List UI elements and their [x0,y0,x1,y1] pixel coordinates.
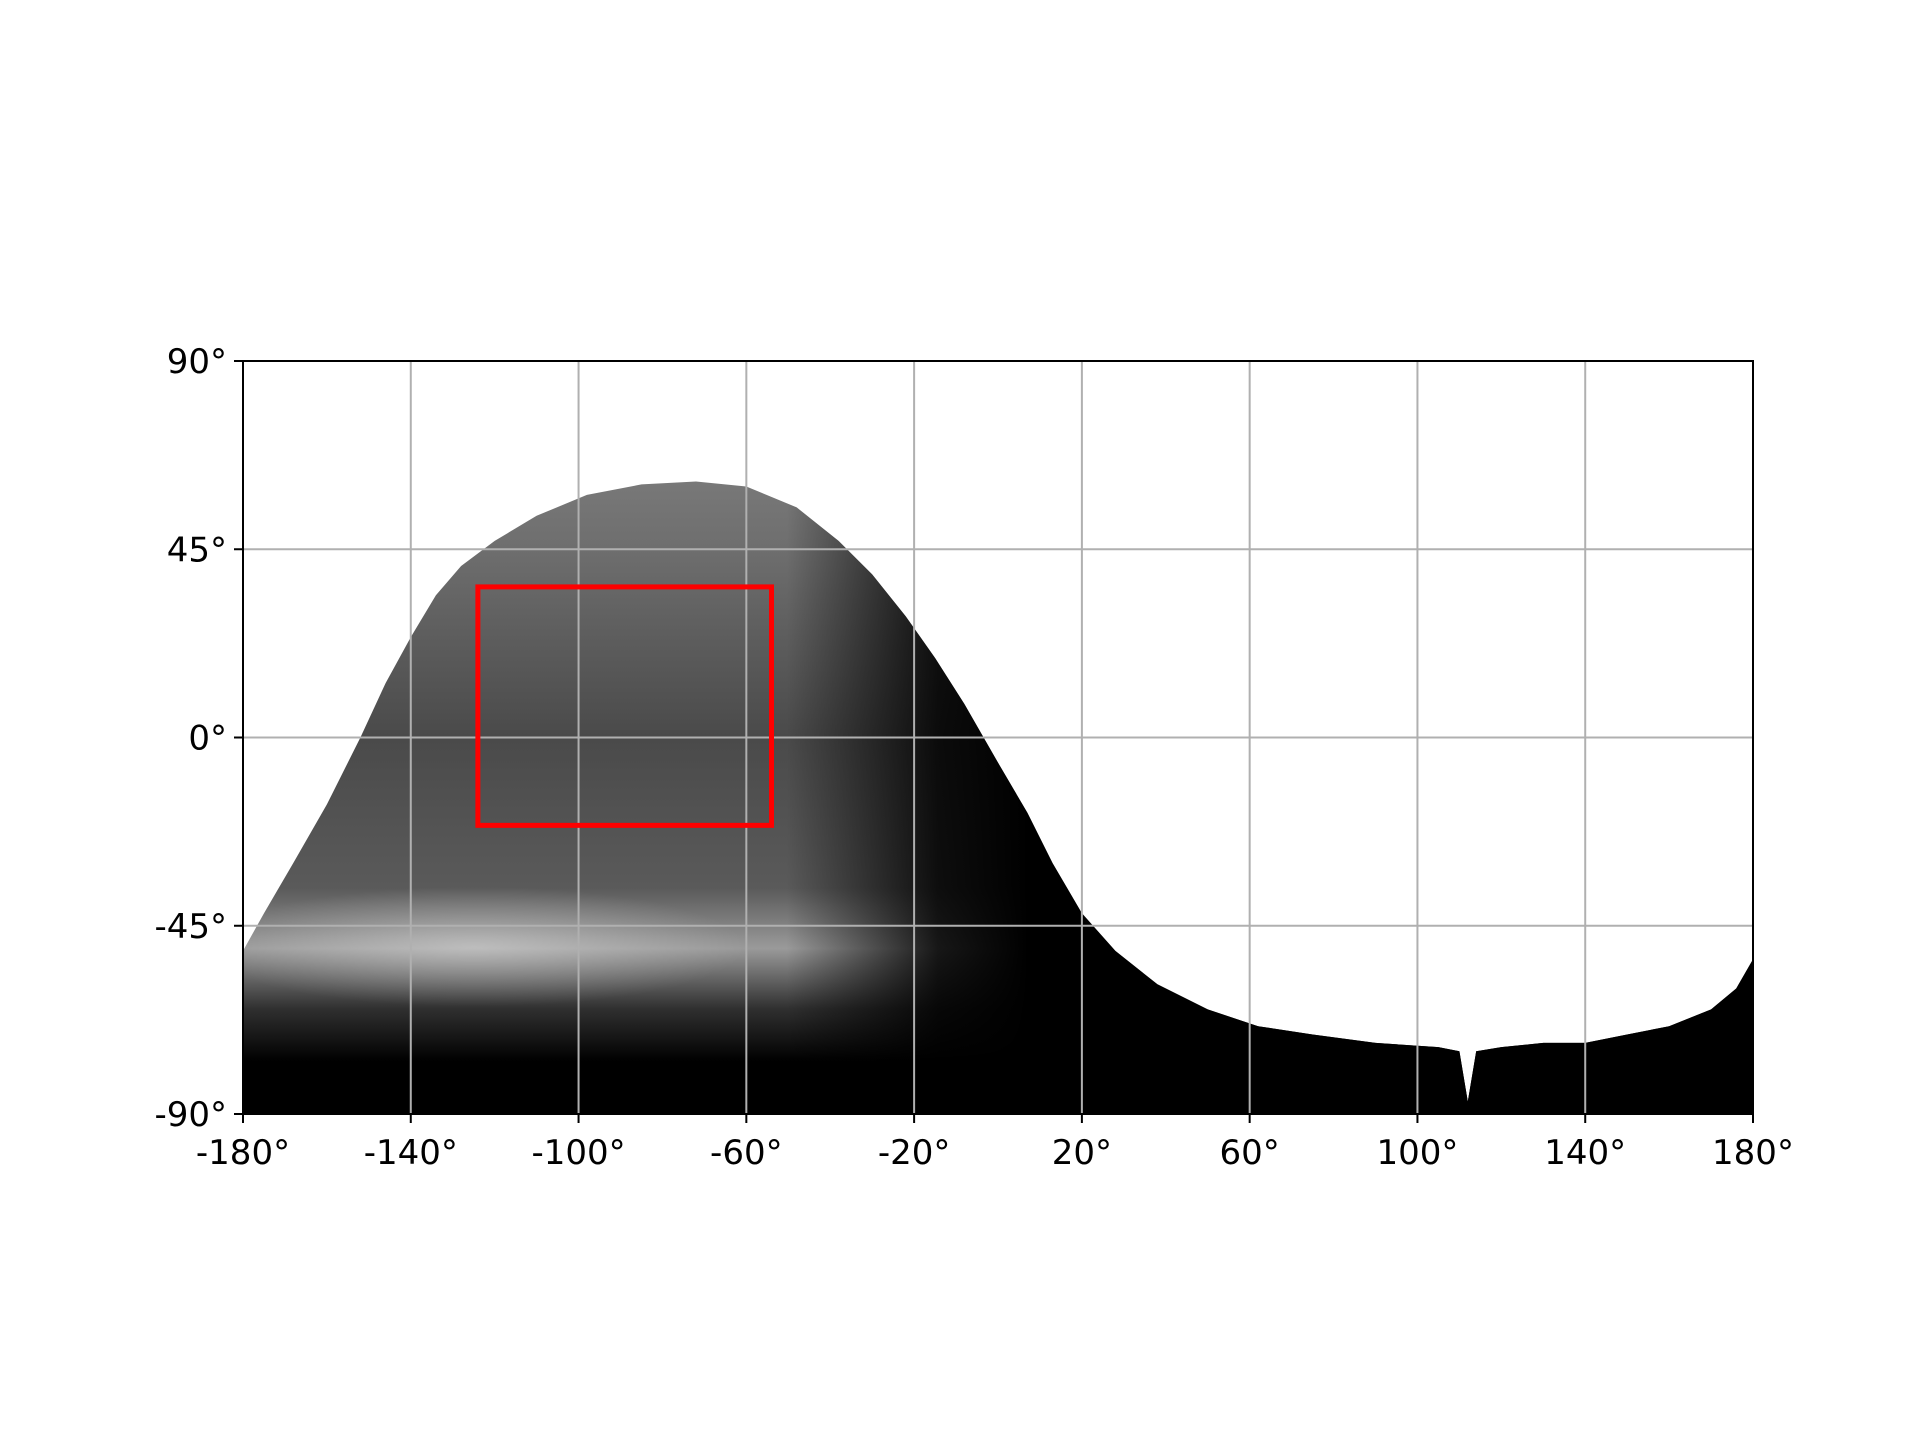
x-tick-label: 60° [1220,1133,1280,1173]
y-tick-label: 45° [167,530,227,570]
x-axis: -180° -140° -100° -60° -20° 20° 60° 100° 140° 180… [196,1114,1794,1173]
y-tick-label: -90° [154,1095,227,1135]
x-tick-label: -100° [531,1133,625,1173]
x-tick-label: 180° [1712,1133,1794,1173]
y-axis: -90° -45° 0° 45° 90° [154,342,243,1135]
grid-lines [243,361,1753,1114]
x-tick-label: -140° [364,1133,458,1173]
map-plot-area [243,361,1753,1114]
x-tick-label: 100° [1376,1133,1458,1173]
highlight-box [475,584,774,828]
x-tick-label: 140° [1544,1133,1626,1173]
y-tick-label: -45° [154,907,227,947]
x-tick-label: -20° [878,1133,951,1173]
y-tick-label: 0° [188,719,227,759]
x-tick-label: 20° [1052,1133,1112,1173]
y-tick-label: 90° [167,342,227,382]
x-tick-label: -180° [196,1133,290,1173]
x-tick-label: -60° [710,1133,783,1173]
